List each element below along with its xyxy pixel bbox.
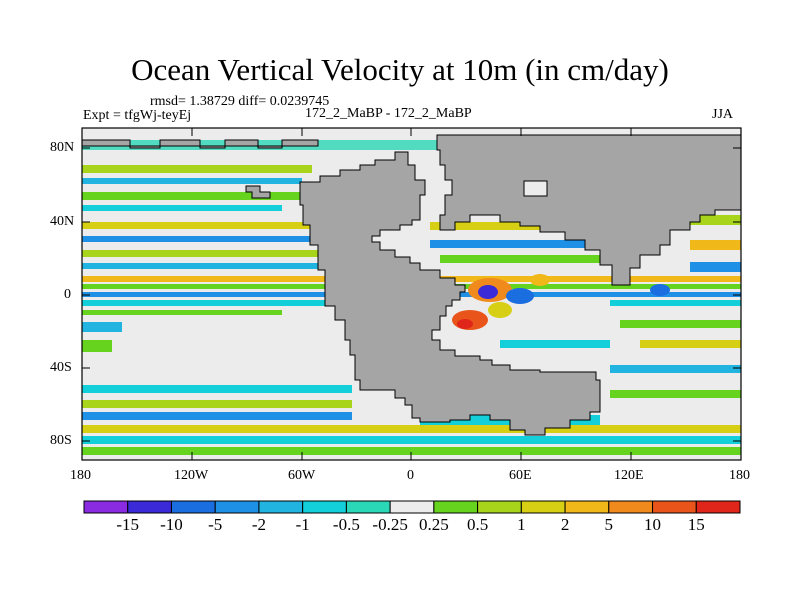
colorbar-label: -0.5 bbox=[332, 515, 360, 534]
colorbar-swatch bbox=[695, 500, 741, 514]
colorbar-swatch bbox=[564, 500, 610, 514]
colorbar bbox=[83, 500, 741, 514]
colorbar-swatch bbox=[652, 500, 697, 514]
colorbar-swatch bbox=[170, 500, 216, 514]
colorbar-label: -2 bbox=[251, 515, 267, 534]
lon-tick-180w: 180 bbox=[70, 468, 91, 483]
land-east-continent bbox=[436, 134, 741, 286]
colorbar-label: 0.5 bbox=[466, 515, 489, 534]
tick-marks bbox=[82, 128, 741, 460]
experiment-label: Expt = tfgWj-teyEj bbox=[83, 108, 192, 123]
lat-tick-80s: 80S bbox=[50, 433, 72, 448]
colorbar-swatch bbox=[127, 500, 172, 514]
lon-tick-0: 0 bbox=[407, 468, 414, 483]
lat-tick-40n: 40N bbox=[50, 214, 75, 229]
land-north-island bbox=[523, 180, 548, 197]
land-masses bbox=[82, 134, 741, 436]
colorbar-swatch bbox=[433, 500, 479, 514]
colorbar-label: -15 bbox=[116, 515, 140, 534]
land-north-strip bbox=[82, 139, 319, 149]
colorbar-swatch bbox=[477, 500, 522, 514]
season-label: JJA bbox=[712, 107, 734, 122]
colorbar-swatch bbox=[345, 500, 391, 514]
lat-tick-80n: 80N bbox=[50, 140, 75, 155]
colorbar-label: -10 bbox=[160, 515, 183, 534]
lon-tick-120w: 120W bbox=[174, 468, 209, 483]
run-label: 172_2_MaBP - 172_2_MaBP bbox=[305, 106, 472, 121]
colorbar-label: -5 bbox=[208, 515, 223, 534]
colorbar-label: 15 bbox=[687, 515, 705, 534]
colorbar-label: 2 bbox=[560, 515, 570, 534]
stats-label: rmsd= 1.38729 diff= 0.0239745 bbox=[150, 94, 330, 109]
colorbar-swatch bbox=[389, 500, 435, 514]
land-small-island bbox=[245, 185, 271, 199]
colorbar-swatch bbox=[520, 500, 566, 514]
colorbar-swatch bbox=[302, 500, 347, 514]
colorbar-label: 0.25 bbox=[418, 515, 449, 534]
map-title: Ocean Vertical Velocity at 10m (in cm/da… bbox=[131, 52, 669, 87]
lon-tick-60w: 60W bbox=[288, 468, 316, 483]
colorbar-swatch bbox=[608, 500, 654, 514]
ocean-field bbox=[82, 128, 741, 460]
colorbar-label: 1 bbox=[517, 515, 526, 534]
velocity-anomalies bbox=[452, 274, 670, 330]
lat-tick-0: 0 bbox=[64, 287, 71, 302]
lon-tick-60e: 60E bbox=[509, 468, 532, 483]
colorbar-label: -0.25 bbox=[372, 515, 408, 534]
colorbar-swatch bbox=[83, 500, 129, 514]
colorbar-swatch bbox=[214, 500, 260, 514]
lat-tick-40s: 40S bbox=[50, 360, 72, 375]
colorbar-label: -1 bbox=[295, 515, 310, 534]
lon-tick-120e: 120E bbox=[614, 468, 644, 483]
land-west-continent bbox=[299, 151, 601, 436]
colorbar-label: 5 bbox=[604, 515, 614, 534]
lon-tick-180e: 180 bbox=[729, 468, 750, 483]
colorbar-swatch bbox=[258, 500, 304, 514]
colorbar-label: 10 bbox=[644, 515, 662, 534]
